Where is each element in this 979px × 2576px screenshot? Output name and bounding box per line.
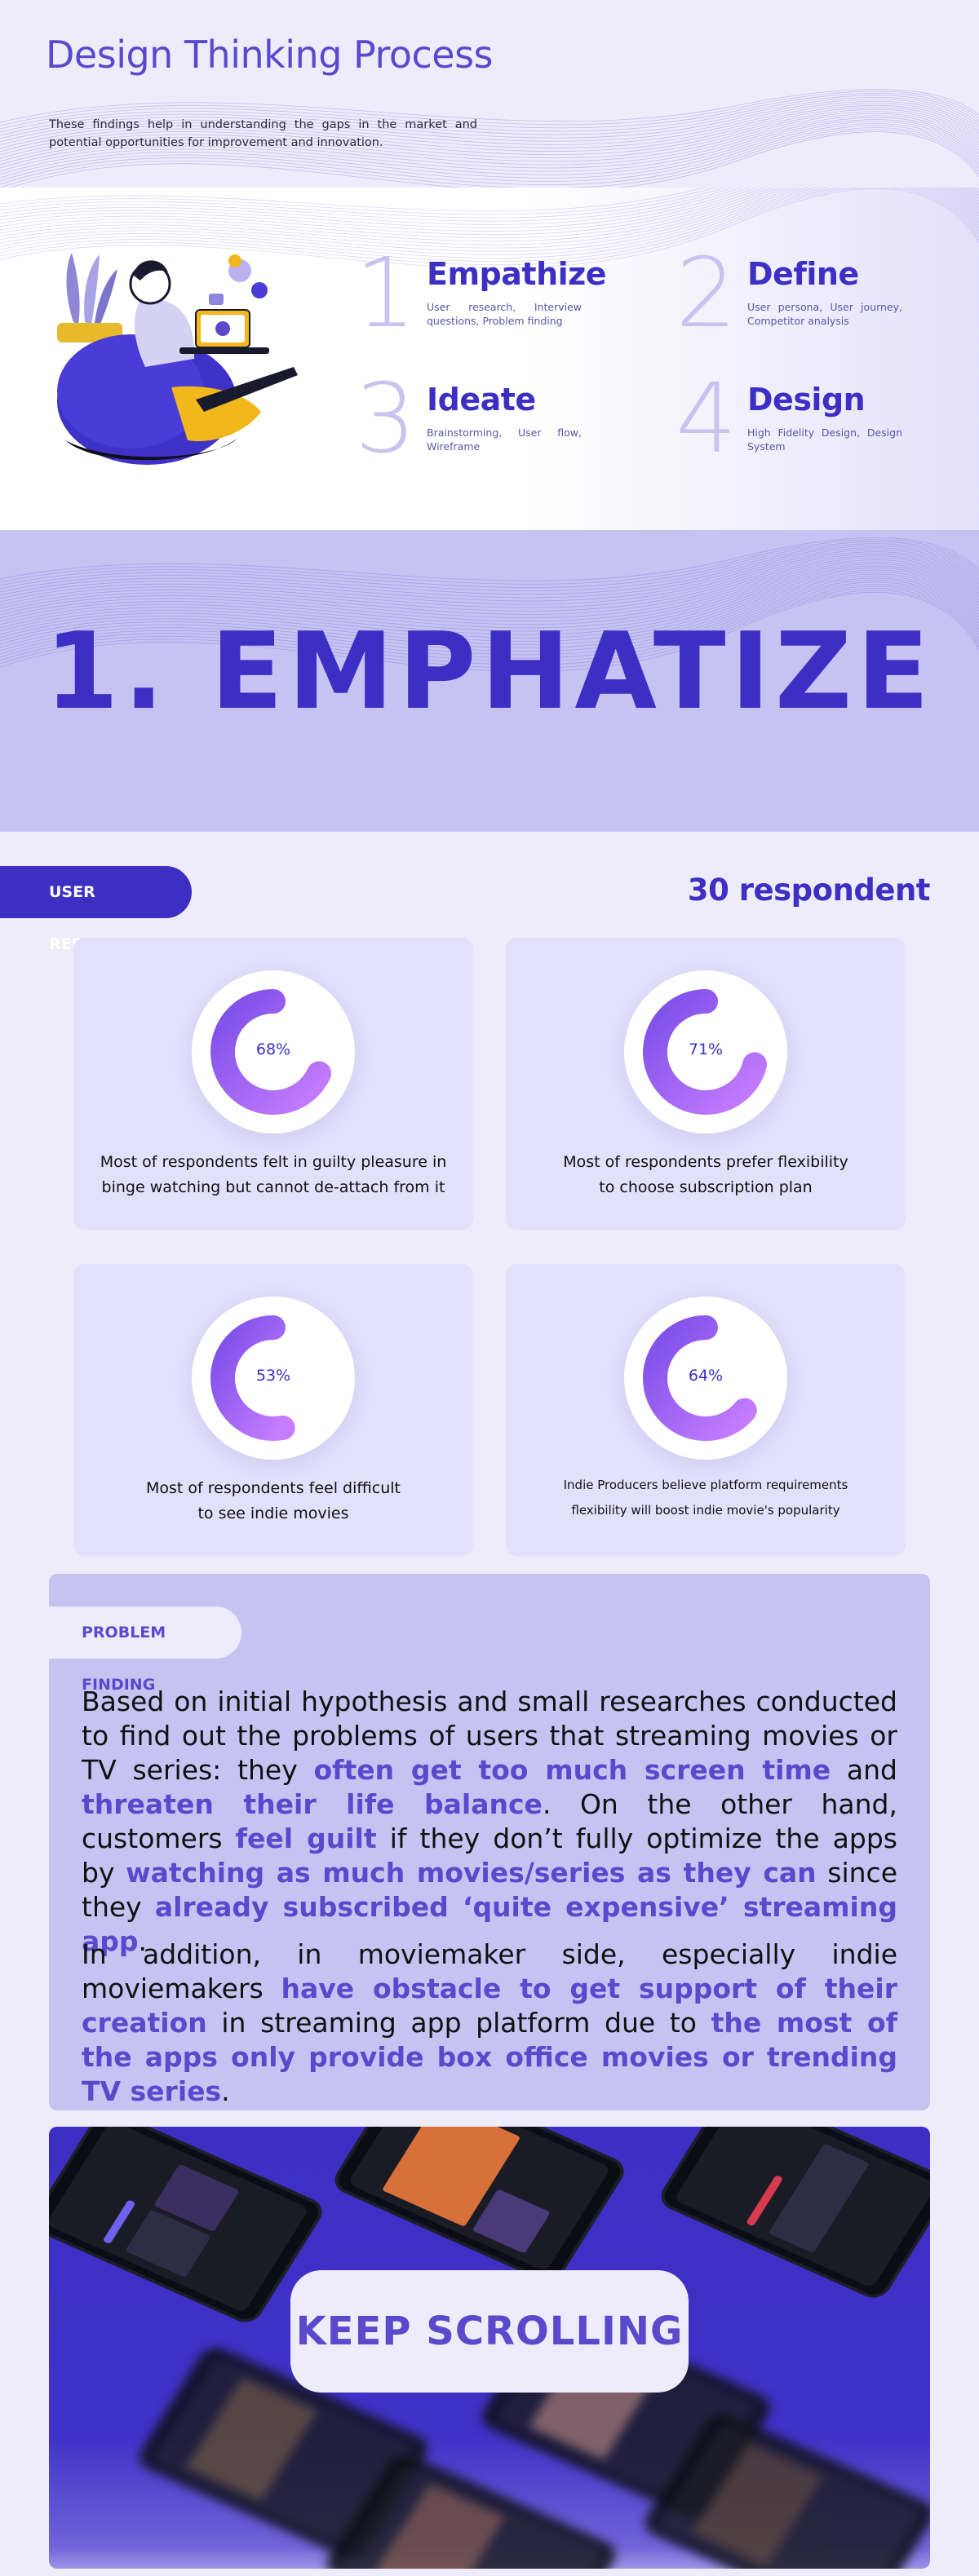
person-watching-laptop-illustration	[57, 253, 298, 465]
step-empathize: 1 Empathize User research, Interview que…	[355, 245, 624, 344]
paragraph-text: since they	[82, 1857, 897, 1923]
page-title: Design Thinking Process	[46, 33, 494, 77]
highlight-text: often get too much screen time	[313, 1754, 831, 1786]
highlight-text: threaten their life balance	[82, 1788, 543, 1820]
wave-line	[0, 541, 979, 588]
donut-chart: 64%	[624, 1297, 787, 1460]
step-description: User persona, User journey, Competitor a…	[747, 301, 902, 327]
wave-line	[0, 551, 979, 605]
wave-line	[0, 537, 979, 581]
wave-line	[0, 547, 979, 599]
step-title: Ideate	[427, 382, 536, 418]
highlight-text: watching as much movies/series as they c…	[126, 1857, 817, 1889]
donut-percent: 53%	[255, 1367, 291, 1385]
wave-line	[0, 554, 979, 608]
donut-chart: 71%	[624, 970, 787, 1133]
research-card: 71% Most of respondents prefer flexibili…	[506, 938, 906, 1230]
donut-arc	[643, 989, 768, 1115]
wave-line	[0, 550, 979, 602]
paragraph-text: if they don’t fully optimize the apps by	[82, 1823, 897, 1889]
problem-paragraph-2: In addition, in moviemaker side, especia…	[82, 1938, 897, 2109]
emphatize-hero: 1. EMPHATIZE	[0, 530, 979, 832]
wave-lines-decoration	[0, 89, 979, 188]
donut-value-arc	[210, 989, 332, 1115]
wave-line	[0, 555, 979, 612]
donut-percent: 64%	[688, 1367, 724, 1385]
step-title: Define	[747, 256, 859, 292]
research-finding-text: Indie Producers believe platform require…	[563, 1478, 848, 1518]
paragraph-text: and	[831, 1754, 897, 1786]
respondent-count: 30 respondent	[687, 873, 931, 908]
step-description: User research, Interview questions, Prob…	[427, 301, 582, 327]
page-subtitle: These findings help in understanding the…	[49, 118, 477, 149]
donut-percent: 68%	[255, 1041, 291, 1058]
wave-line	[0, 546, 979, 595]
process-section: 1 Empathize User research, Interview que…	[0, 188, 979, 530]
step-number: 2	[676, 236, 738, 349]
header-section: Design Thinking Process These findings h…	[0, 0, 979, 188]
donut-chart: 53%	[192, 1297, 355, 1460]
paragraph-text: Based on initial hypothesis and small re…	[82, 1686, 897, 1786]
step-design: 4 Design High Fidelity Design, Design Sy…	[676, 370, 945, 470]
donut-arc	[210, 989, 332, 1115]
problem-paragraph-1: Based on initial hypothesis and small re…	[82, 1685, 897, 1959]
keep-scrolling-button[interactable]: KEEP SCROLLING	[290, 2270, 689, 2393]
highlight-text: the most of the apps only provide box of…	[82, 2007, 897, 2107]
donut-arc	[210, 1315, 295, 1441]
research-card: 64% Indie Producers believe platform req…	[506, 1264, 906, 1556]
step-number: 3	[355, 362, 417, 475]
wave-line	[0, 557, 979, 615]
donut-value-arc	[643, 1315, 757, 1441]
wave-line	[0, 539, 979, 585]
paragraph-text: .	[138, 1925, 148, 1957]
step-number: 4	[676, 362, 738, 475]
paragraph-text: in streaming app platform due to	[206, 2007, 711, 2039]
step-description: High Fidelity Design, Design System	[747, 426, 902, 453]
research-finding-text: Most of respondents prefer flexibility t…	[563, 1153, 848, 1196]
research-card: 68% Most of respondents felt in guilty p…	[73, 938, 473, 1230]
donut-percent: 71%	[688, 1041, 724, 1058]
problem-finding-section: PROBLEM FINDING Based on initial hypothe…	[49, 1574, 930, 2110]
step-ideate: 3 Ideate Brainstorming, User flow, Wiref…	[355, 370, 624, 470]
research-finding-text: Most of respondents felt in guilty pleas…	[100, 1153, 447, 1196]
highlight-text: already subscribed ‘quite expensive’ str…	[82, 1891, 897, 1957]
paragraph-text: .	[221, 2075, 230, 2107]
donut-chart: 68%	[192, 970, 355, 1133]
problem-finding-label: PROBLEM FINDING	[49, 1606, 241, 1694]
keep-scrolling-banner: KEEP SCROLLING	[49, 2127, 930, 2569]
donut-value-arc	[210, 1315, 295, 1441]
phone-mockup	[654, 2127, 930, 2303]
process-gradient-fade	[522, 188, 979, 530]
donut-value-arc	[643, 989, 768, 1115]
phone-mockup	[328, 2127, 631, 2287]
research-card: 53% Most of respondents feel difficult t…	[73, 1264, 473, 1556]
wave-line	[0, 543, 979, 591]
user-research-label: USER RESEARCH	[0, 866, 192, 953]
step-description: Brainstorming, User flow, Wireframe	[427, 426, 582, 453]
research-finding-text: Most of respondents feel difficult to se…	[146, 1479, 401, 1522]
donut-arc	[643, 1315, 757, 1441]
highlight-text: have obstacle to get support of their cr…	[82, 1973, 897, 2039]
highlight-text: feel guilt	[235, 1823, 377, 1854]
paragraph-text: In addition, in moviemaker side, especia…	[82, 1938, 897, 2004]
phone-mockup	[49, 2127, 329, 2327]
paragraph-text: . On the other hand, customers	[82, 1788, 897, 1854]
step-title: Design	[747, 382, 866, 418]
step-title: Empathize	[427, 256, 607, 292]
step-number: 1	[355, 236, 417, 349]
section-heading: 1. EMPHATIZE	[45, 609, 934, 733]
step-define: 2 Define User persona, User journey, Com…	[676, 245, 945, 344]
